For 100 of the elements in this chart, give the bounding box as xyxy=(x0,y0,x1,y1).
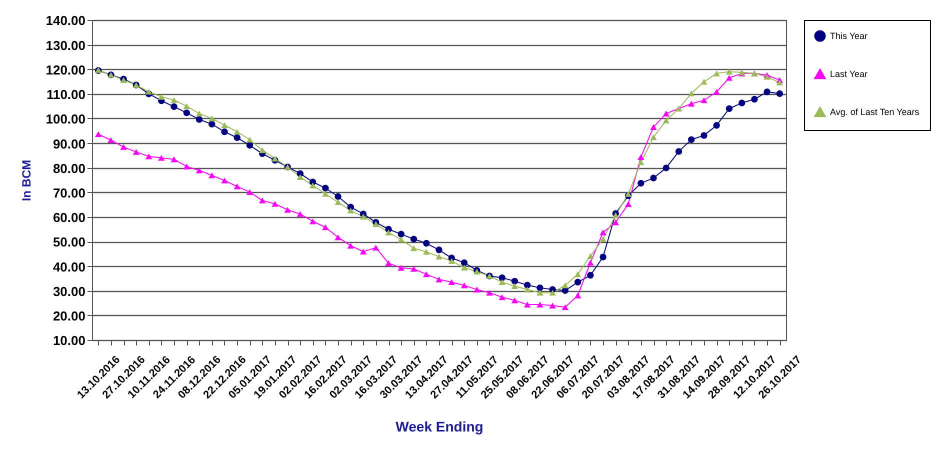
point xyxy=(183,109,190,116)
point xyxy=(624,191,632,197)
y-tick-label: 110.00 xyxy=(46,87,86,102)
point xyxy=(776,80,784,86)
point xyxy=(536,284,544,292)
point xyxy=(524,302,531,308)
y-tick-label: 10.00 xyxy=(52,333,86,348)
point xyxy=(638,180,644,187)
point xyxy=(474,286,480,292)
point xyxy=(726,68,733,75)
point xyxy=(460,259,468,266)
point xyxy=(726,74,733,81)
point xyxy=(234,183,240,190)
legend-label: This Year xyxy=(830,31,868,41)
y-tick-label: 50.00 xyxy=(52,234,86,250)
point xyxy=(183,164,190,170)
point xyxy=(498,274,506,282)
point xyxy=(347,242,354,249)
point xyxy=(410,236,418,242)
point xyxy=(587,260,594,266)
point xyxy=(258,198,266,204)
point xyxy=(776,90,784,97)
point xyxy=(436,276,442,282)
point xyxy=(423,248,430,255)
point xyxy=(322,190,329,197)
point xyxy=(385,230,392,236)
point xyxy=(183,103,190,110)
point xyxy=(385,260,392,266)
point xyxy=(574,292,582,298)
point xyxy=(448,258,455,264)
point xyxy=(638,159,644,166)
point xyxy=(638,154,644,160)
point xyxy=(436,254,442,260)
point xyxy=(410,266,418,272)
point xyxy=(398,236,404,242)
point xyxy=(272,156,278,162)
point xyxy=(562,282,569,288)
point xyxy=(322,184,329,192)
point xyxy=(372,244,380,251)
point xyxy=(94,131,102,138)
point xyxy=(662,110,670,116)
point xyxy=(688,100,695,107)
point xyxy=(650,134,657,140)
point xyxy=(511,283,518,289)
point xyxy=(764,88,770,96)
x-axis-title: Week Ending xyxy=(396,418,484,434)
y-tick-label: 80.00 xyxy=(52,160,86,176)
point xyxy=(600,236,606,242)
point xyxy=(460,264,468,271)
point xyxy=(334,193,342,200)
point xyxy=(436,246,442,254)
point xyxy=(738,100,746,106)
point xyxy=(145,153,152,160)
point xyxy=(170,97,178,103)
point xyxy=(360,248,367,255)
point xyxy=(624,201,632,208)
point xyxy=(208,172,216,178)
point xyxy=(700,78,708,85)
point xyxy=(309,182,316,188)
point xyxy=(334,234,342,240)
point xyxy=(536,302,544,308)
point xyxy=(170,103,178,110)
point xyxy=(536,290,544,296)
point xyxy=(650,174,657,182)
point xyxy=(347,208,354,214)
point xyxy=(196,110,203,116)
point xyxy=(726,105,733,112)
point xyxy=(221,178,228,184)
point xyxy=(688,136,695,143)
point xyxy=(221,128,228,136)
point xyxy=(196,116,203,123)
point xyxy=(296,211,304,217)
point xyxy=(272,200,278,207)
y-tick-label: 140.00 xyxy=(46,13,86,28)
point xyxy=(662,118,670,124)
point xyxy=(208,120,216,128)
point xyxy=(246,136,254,143)
point xyxy=(398,230,404,238)
point xyxy=(600,254,606,260)
point xyxy=(751,96,758,103)
point xyxy=(574,271,582,278)
y-tick-label: 20.00 xyxy=(52,308,86,324)
y-tick-label: 130.00 xyxy=(46,38,86,53)
point xyxy=(662,164,670,172)
y-axis-title: In BCM xyxy=(20,160,34,202)
point xyxy=(524,282,531,288)
point xyxy=(460,282,468,288)
point xyxy=(486,290,493,296)
point xyxy=(158,154,165,161)
point xyxy=(700,97,708,104)
point xyxy=(675,148,682,155)
point xyxy=(234,134,240,142)
point xyxy=(713,88,720,95)
point xyxy=(498,294,506,300)
point xyxy=(562,304,569,310)
y-tick-label: 100.00 xyxy=(46,112,86,127)
point xyxy=(158,94,165,100)
point xyxy=(511,278,518,285)
point xyxy=(448,279,455,286)
point xyxy=(498,279,506,286)
